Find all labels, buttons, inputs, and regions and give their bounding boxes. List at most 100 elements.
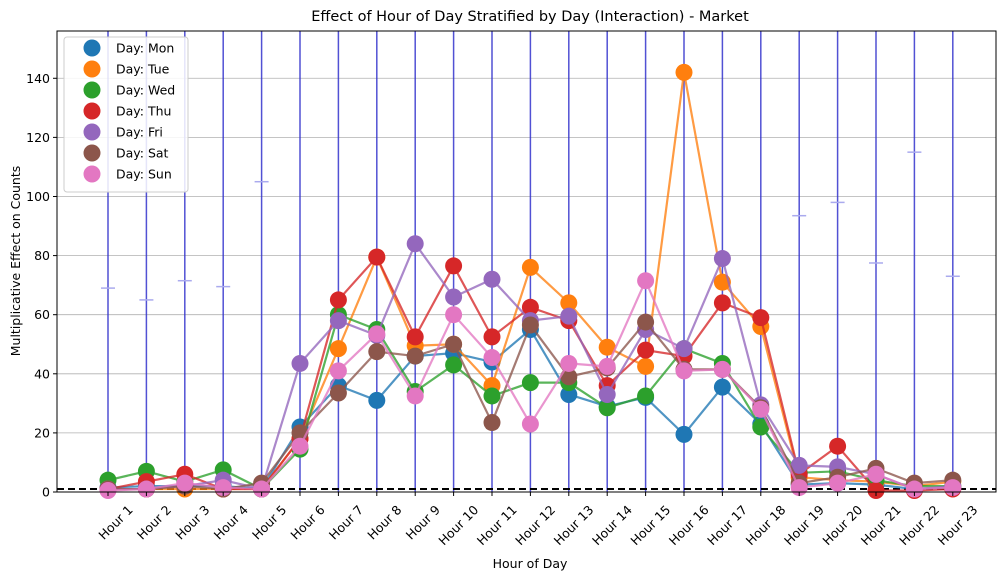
x-tick-label-2: Hour 2 [134, 502, 174, 542]
x-tick-label-22: Hour 22 [896, 502, 942, 548]
legend-marker-day-wed [83, 81, 101, 99]
point-day-thu-9 [406, 328, 424, 346]
point-day-sat-11 [483, 414, 501, 432]
point-day-sun-11 [483, 349, 501, 367]
point-day-mon-8 [368, 391, 386, 409]
x-tick-label-7: Hour 7 [326, 502, 366, 542]
point-day-sun-14 [598, 357, 616, 375]
point-day-tue-14 [598, 338, 616, 356]
x-tick-label-11: Hour 11 [474, 502, 520, 548]
legend-label-day-sat: Day: Sat [116, 146, 169, 161]
point-day-sun-18 [752, 400, 770, 418]
point-day-wed-14 [598, 399, 616, 417]
point-day-sat-13 [560, 368, 578, 386]
legend-label-day-fri: Day: Fri [116, 125, 163, 140]
point-day-sun-12 [521, 415, 539, 433]
chart-title: Effect of Hour of Day Stratified by Day … [311, 9, 749, 25]
point-day-fri-7 [329, 312, 347, 330]
legend-marker-day-tue [83, 60, 101, 78]
point-day-mon-17 [713, 378, 731, 396]
point-day-sun-10 [445, 306, 463, 324]
x-tick-label-21: Hour 21 [858, 502, 904, 548]
point-day-fri-11 [483, 270, 501, 288]
legend-label-day-thu: Day: Thu [116, 104, 171, 119]
x-tick-label-19: Hour 19 [781, 502, 827, 548]
x-tick-label-18: Hour 18 [743, 502, 789, 548]
point-day-thu-21 [867, 482, 885, 500]
x-tick-label-1: Hour 1 [95, 502, 135, 542]
legend-marker-day-sat [83, 144, 101, 162]
x-tick-label-12: Hour 12 [512, 502, 558, 548]
point-day-sat-8 [368, 343, 386, 361]
point-day-fri-6 [291, 354, 309, 372]
gridlines [57, 77, 996, 493]
point-day-thu-7 [329, 291, 347, 309]
y-tick-label-0: 0 [42, 485, 50, 500]
point-day-sun-20 [829, 474, 847, 492]
y-tick-label-1: 20 [34, 425, 50, 440]
point-day-thu-15 [637, 341, 655, 359]
y-tick-label-5: 100 [26, 189, 50, 204]
series-lines [99, 63, 962, 500]
point-day-sat-15 [637, 313, 655, 331]
point-day-fri-17 [713, 250, 731, 268]
x-tick-label-4: Hour 4 [211, 502, 251, 542]
x-tick-label-6: Hour 6 [287, 502, 327, 542]
x-tick-label-10: Hour 10 [435, 502, 481, 548]
point-day-wed-11 [483, 387, 501, 405]
point-day-thu-10 [445, 257, 463, 275]
point-day-sun-3 [176, 474, 194, 492]
point-day-tue-13 [560, 294, 578, 312]
point-day-wed-10 [445, 356, 463, 374]
point-day-sun-2 [137, 480, 155, 498]
legend-marker-day-sun [83, 165, 101, 183]
x-tick-label-20: Hour 20 [819, 502, 865, 548]
point-day-thu-17 [713, 294, 731, 312]
point-day-sun-17 [713, 360, 731, 378]
legend-marker-day-thu [83, 102, 101, 120]
point-day-sun-7 [329, 362, 347, 380]
series-day-sun [99, 272, 962, 500]
point-day-tue-16 [675, 63, 693, 81]
plot-frame [56, 30, 997, 493]
y-tick-label-3: 60 [34, 307, 50, 322]
point-day-sat-7 [329, 384, 347, 402]
y-axis-label: Multiplicative Effect on Counts [8, 166, 23, 357]
y-tick-label-2: 40 [34, 366, 50, 381]
legend-label-day-wed: Day: Wed [116, 83, 175, 98]
point-day-fri-13 [560, 307, 578, 325]
x-tick-label-3: Hour 3 [172, 502, 212, 542]
y-tick-label-7: 140 [26, 71, 50, 86]
point-day-sun-9 [406, 387, 424, 405]
point-day-sat-9 [406, 347, 424, 365]
point-day-tue-12 [521, 258, 539, 276]
point-day-thu-11 [483, 328, 501, 346]
point-day-sun-22 [905, 480, 923, 498]
legend-label-day-sun: Day: Sun [116, 167, 172, 182]
legend: Day: Mon Day: Tue Day: Wed Day: Thu Day: Fri… [63, 36, 189, 193]
point-day-sun-6 [291, 437, 309, 455]
point-day-thu-8 [368, 248, 386, 266]
legend-label-day-tue: Day: Tue [116, 62, 170, 77]
x-tick-label-17: Hour 17 [704, 502, 750, 548]
point-day-sun-13 [560, 354, 578, 372]
point-day-tue-7 [329, 340, 347, 358]
point-day-tue-15 [637, 357, 655, 375]
point-day-sun-15 [637, 272, 655, 290]
point-day-fri-14 [598, 385, 616, 403]
point-day-sat-12 [521, 316, 539, 334]
x-tick-label-13: Hour 13 [551, 502, 597, 548]
point-day-wed-15 [637, 387, 655, 405]
point-day-mon-16 [675, 425, 693, 443]
point-day-sat-10 [445, 335, 463, 353]
point-day-fri-16 [675, 340, 693, 358]
x-tick-label-15: Hour 15 [627, 502, 673, 548]
point-day-fri-10 [445, 288, 463, 306]
point-day-thu-20 [829, 437, 847, 455]
point-day-thu-12 [521, 298, 539, 316]
point-day-mon-13 [560, 385, 578, 403]
point-day-fri-19 [790, 456, 808, 474]
point-day-sun-16 [675, 362, 693, 380]
